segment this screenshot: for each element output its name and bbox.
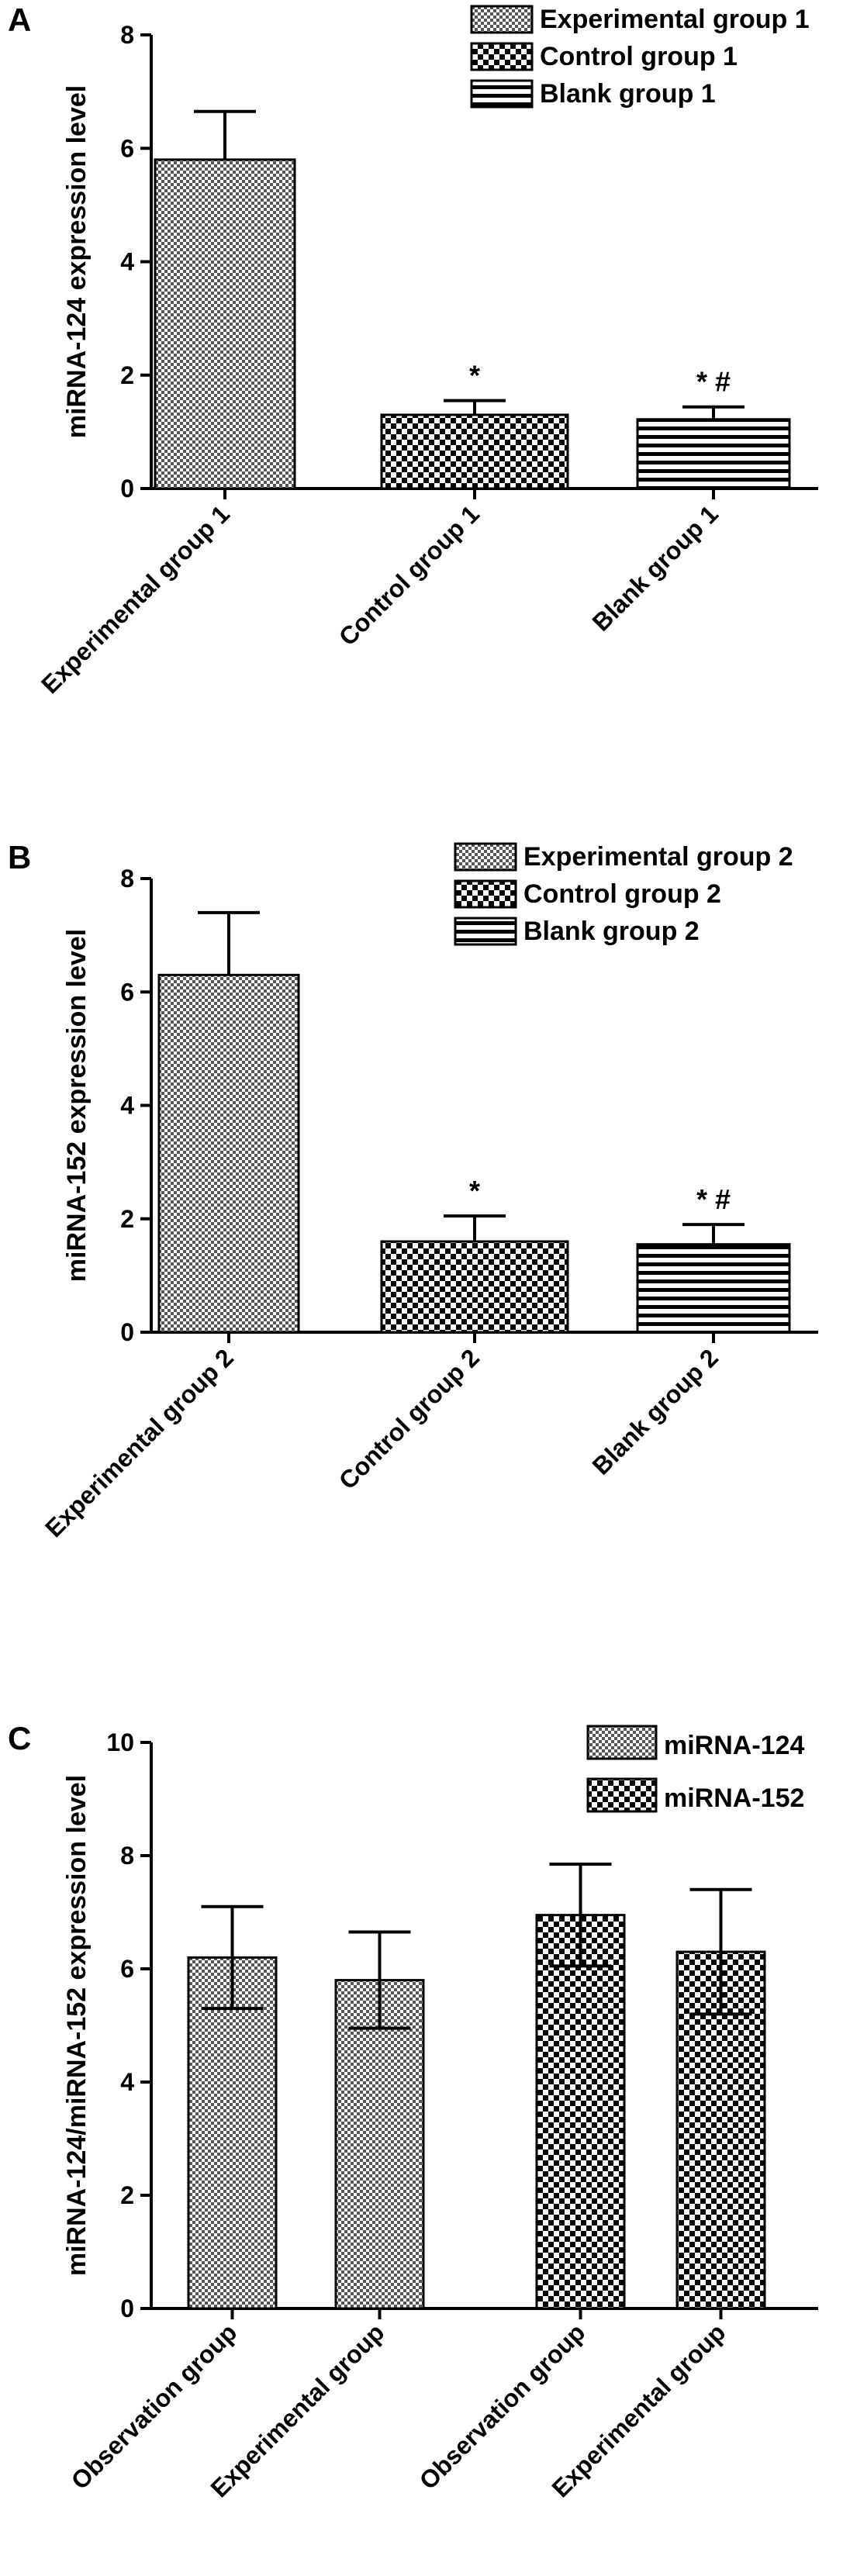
y-tick-label: 0 — [120, 475, 134, 502]
chart-panel-c: C 0 2 4 6 8 10 miRNA-124/miRNA-152 expression l… — [8, 1720, 818, 2502]
y-tick-label: 2 — [120, 361, 134, 389]
y-tick-label: 6 — [120, 1955, 134, 1983]
bar — [535, 1914, 626, 2310]
y-tick-label: 0 — [120, 2295, 134, 2322]
chart-panel-b: B 0 2 4 6 8 miRNA-152 expression level Experime… — [8, 839, 818, 1542]
y-tick-label: 2 — [120, 1205, 134, 1233]
bar — [636, 1243, 791, 1334]
legend-label: Experimental group 2 — [523, 842, 793, 872]
panel-letter: B — [8, 839, 31, 875]
x-tick-label: Control group 2 — [333, 1343, 485, 1494]
y-tick-label: 10 — [106, 1728, 134, 1756]
legend-swatch — [454, 879, 517, 909]
y-tick-label: 4 — [120, 248, 134, 276]
y-tick-label: 6 — [120, 978, 134, 1006]
bar — [154, 158, 296, 490]
y-axis-label: miRNA-124 expression level — [62, 85, 92, 438]
x-tick-label: Blank group 1 — [587, 499, 724, 636]
legend-label: Control group 1 — [540, 42, 738, 71]
bar — [636, 418, 791, 490]
y-tick-label: 8 — [120, 865, 134, 893]
significance-marker: * # — [696, 366, 731, 398]
bar — [334, 1979, 425, 2310]
x-tick-label: Experimental group 1 — [36, 499, 235, 699]
significance-marker: * — [469, 360, 480, 392]
legend-label: Control group 2 — [523, 879, 721, 909]
legend-swatch — [470, 5, 534, 34]
panel-letter: C — [8, 1720, 31, 1756]
legend-swatch — [586, 1777, 658, 1813]
y-tick-label: 4 — [120, 2068, 134, 2096]
y-axis-label: miRNA-152 expression level — [62, 929, 92, 1282]
x-tick-label: Observation group — [66, 2318, 243, 2495]
legend-swatch — [586, 1725, 658, 1760]
y-tick-label: 8 — [120, 21, 134, 49]
legend-swatch — [454, 917, 517, 946]
panel-letter: A — [8, 2, 31, 38]
x-tick-label: Control group 1 — [333, 499, 485, 651]
y-tick-label: 4 — [120, 1092, 134, 1120]
bar — [187, 1956, 278, 2310]
significance-marker: * — [469, 1175, 480, 1207]
y-tick-label: 6 — [120, 134, 134, 162]
bar — [380, 1240, 569, 1334]
legend-label: miRNA-124 — [664, 1731, 804, 1760]
legend-label: Blank group 2 — [523, 917, 700, 946]
y-axis-label: miRNA-124/miRNA-152 expression level — [62, 1775, 92, 2276]
legend-swatch — [470, 79, 534, 109]
legend-swatch — [470, 42, 534, 71]
legend-label: miRNA-152 — [664, 1784, 804, 1813]
chart-panel-a: A 0 2 4 6 8 miRNA-124 expression level Experime… — [8, 2, 818, 699]
legend-label: Experimental group 1 — [540, 5, 810, 34]
legend-label: Blank group 1 — [540, 79, 716, 109]
legend-swatch — [454, 842, 517, 872]
significance-marker: * # — [696, 1183, 731, 1215]
x-tick-label: Blank group 2 — [587, 1343, 724, 1480]
bar — [380, 413, 569, 490]
x-tick-label: Experimental group 2 — [40, 1343, 239, 1542]
y-tick-label: 8 — [120, 1842, 134, 1870]
y-tick-label: 0 — [120, 1318, 134, 1346]
y-tick-label: 2 — [120, 2181, 134, 2209]
bar — [157, 973, 300, 1334]
